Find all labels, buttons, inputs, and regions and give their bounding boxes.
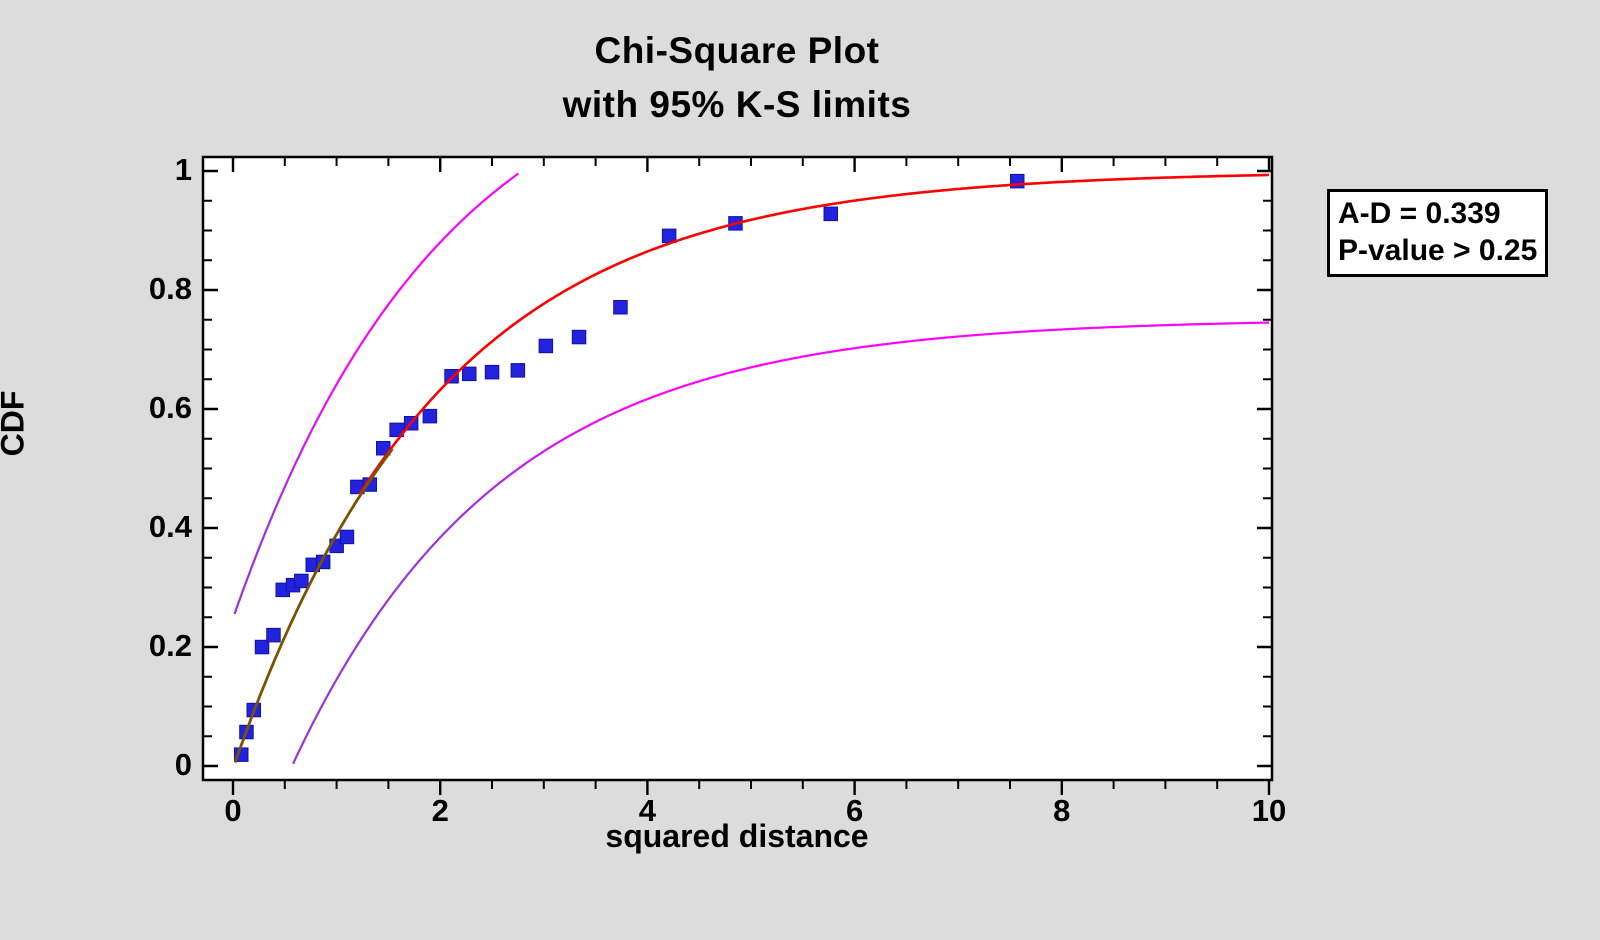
y-tick-label: 0.4 <box>148 509 192 544</box>
x-tick-label: 8 <box>1053 793 1071 828</box>
data-point <box>571 329 587 345</box>
annotation-box: A-D = 0.339 P-value > 0.25 <box>1327 189 1549 277</box>
x-tick-label: 4 <box>638 793 657 828</box>
data-point <box>613 300 628 315</box>
ad-statistic-text: A-D = 0.339 <box>1338 197 1501 230</box>
major-ticks <box>203 157 1272 795</box>
y-tick-label: 0.2 <box>148 628 192 663</box>
y-tick-label: 0.8 <box>148 271 192 306</box>
x-tick-label: 0 <box>224 793 242 828</box>
y-tick-label: 0.6 <box>148 390 192 425</box>
data-point <box>538 338 554 354</box>
y-tick-label: 0 <box>174 747 192 782</box>
ks-upper-limit-curve <box>233 172 520 615</box>
data-point <box>422 408 438 424</box>
x-tick-label: 2 <box>431 793 449 828</box>
x-tick-label: 6 <box>845 793 864 828</box>
data-point <box>510 363 526 378</box>
data-point <box>266 627 281 643</box>
data-point <box>294 573 309 589</box>
data-point <box>254 639 270 655</box>
x-axis-label: squared distance <box>605 818 869 854</box>
y-axis-label: CDF <box>0 390 31 457</box>
plot-area <box>203 157 1272 780</box>
y-tick-label: 1 <box>174 152 192 187</box>
data-point <box>462 366 477 382</box>
chart-subtitle: with 95% K-S limits <box>562 84 912 125</box>
ks-lower-limit-curve <box>292 321 1269 765</box>
data-point <box>823 206 838 222</box>
fitted-cdf-curve <box>358 173 1269 496</box>
data-point <box>484 364 500 380</box>
chart-title: Chi-Square Plot <box>594 30 880 71</box>
x-tick-label: 10 <box>1251 793 1287 828</box>
minor-ticks <box>203 157 1272 789</box>
data-point <box>389 422 404 438</box>
p-value-text: P-value > 0.25 <box>1338 234 1538 267</box>
fitted-cdf-curve-low-x-segment <box>233 448 394 763</box>
data-point <box>339 529 355 545</box>
data-point <box>444 369 459 384</box>
plot-frame <box>201 155 1274 782</box>
